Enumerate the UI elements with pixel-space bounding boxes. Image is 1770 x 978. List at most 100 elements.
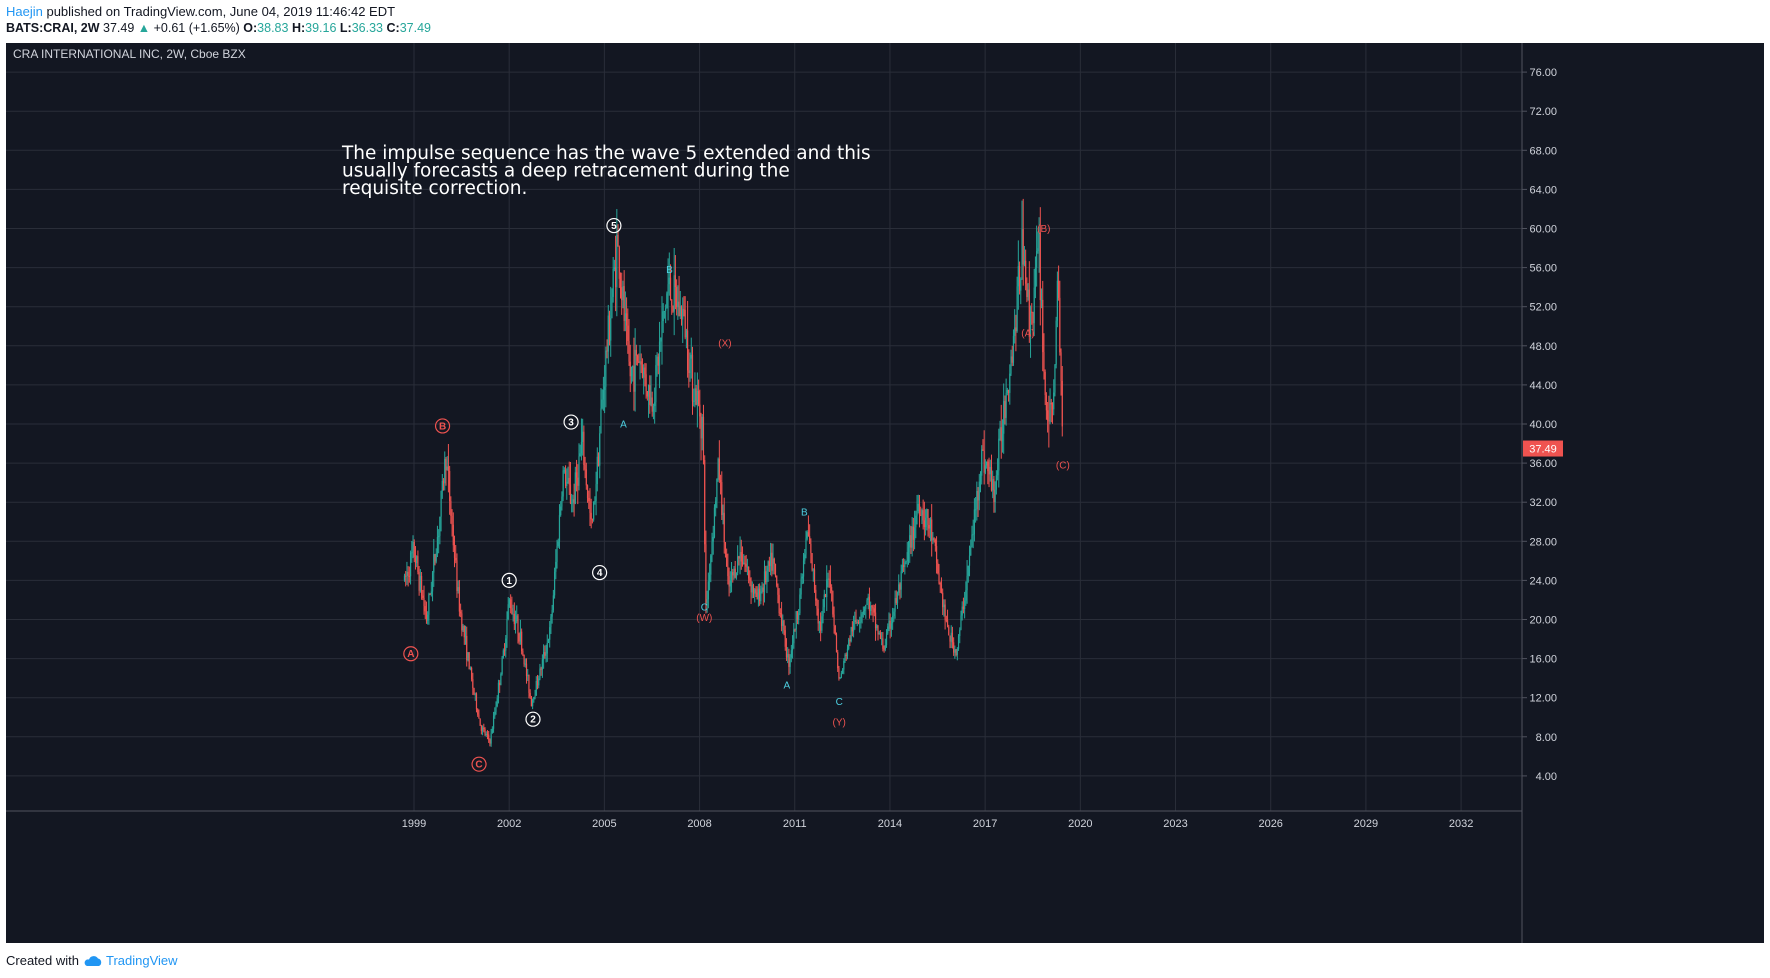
candle-body xyxy=(1016,286,1018,332)
candle-body xyxy=(768,561,770,567)
chart-panel[interactable]: A B C 1 2 3 4 5 A B C (W) (X) A B C (Y) (B) (A) (C) 76.00 72… xyxy=(6,43,1764,943)
candle-body xyxy=(759,588,761,602)
candle-body xyxy=(574,472,576,504)
candle-body xyxy=(885,633,888,645)
candle-body xyxy=(813,569,816,590)
candle-body xyxy=(455,557,457,561)
candle-body xyxy=(1036,251,1038,268)
candle-body xyxy=(860,616,862,623)
candle-body xyxy=(535,680,537,696)
candle-body xyxy=(776,575,778,586)
candle-body xyxy=(636,355,639,362)
candle-body xyxy=(954,649,956,653)
candle-body xyxy=(607,315,609,352)
candle-body xyxy=(995,475,997,490)
candle-body xyxy=(1060,352,1062,381)
candle-body xyxy=(427,614,429,621)
candle-body xyxy=(534,695,536,697)
candle-body xyxy=(613,267,615,270)
candle-body xyxy=(738,556,740,559)
candle-body xyxy=(543,652,545,660)
candle-body xyxy=(1007,389,1010,393)
candle-body xyxy=(890,623,893,629)
author-link[interactable]: Haejin xyxy=(6,4,43,19)
candle-body xyxy=(494,711,496,717)
candle-body xyxy=(909,535,911,548)
candle-body xyxy=(934,539,936,547)
tradingview-logo[interactable]: TradingView xyxy=(83,953,178,968)
candle-body xyxy=(563,470,565,472)
candle-body xyxy=(843,661,845,670)
candle-body xyxy=(779,613,781,615)
candle-body xyxy=(539,668,541,679)
open-value: 38.83 xyxy=(257,21,289,35)
annotation-line: usually forecasts a deep retracement dur… xyxy=(342,161,790,182)
candle-body xyxy=(533,696,535,700)
candle-body xyxy=(871,605,873,608)
candle-body xyxy=(456,560,458,592)
candle-body xyxy=(594,501,596,503)
candle-body xyxy=(956,648,958,656)
candle-body xyxy=(946,620,949,627)
candle-body xyxy=(892,615,894,624)
candle-body xyxy=(981,449,983,476)
tradingview-brand[interactable]: TradingView xyxy=(105,953,178,968)
x-tick-label: 2032 xyxy=(1449,818,1473,830)
x-tick-label: 2002 xyxy=(497,818,521,830)
wave-label: 1 xyxy=(506,576,512,587)
candle-body xyxy=(545,653,547,656)
high-value: 39.16 xyxy=(305,21,337,35)
candle-body xyxy=(646,391,648,397)
candle-body xyxy=(449,471,451,502)
candle-body xyxy=(530,696,533,707)
candle-body xyxy=(841,669,844,674)
candle-body xyxy=(685,330,687,338)
candle-body xyxy=(413,541,415,558)
candle-body xyxy=(749,578,751,581)
low-label: L: xyxy=(339,21,352,35)
candle-body xyxy=(921,510,923,516)
candle-body xyxy=(971,534,973,547)
candle-body xyxy=(835,634,838,653)
candle-body xyxy=(912,526,914,540)
y-tick-label: 76.00 xyxy=(1529,67,1557,79)
candle-body xyxy=(440,490,442,517)
candle-body xyxy=(713,507,716,537)
candle-body xyxy=(540,668,542,670)
wave-label: (B) xyxy=(1037,224,1050,235)
candle-body xyxy=(882,638,884,649)
candle-body xyxy=(884,644,886,650)
x-tick-label: 2008 xyxy=(687,818,711,830)
candle-body xyxy=(911,526,913,548)
candle-body xyxy=(976,491,978,510)
candle-body xyxy=(481,727,484,731)
candle-body xyxy=(473,688,475,694)
candle-body xyxy=(889,620,891,629)
candle-body xyxy=(616,234,618,288)
candle-body xyxy=(983,450,985,473)
axes[interactable]: 76.0072.0068.0064.0060.0056.0052.0048.00… xyxy=(402,67,1563,830)
candle-body xyxy=(972,534,974,536)
wave-label-circle xyxy=(606,217,622,234)
candle-body xyxy=(878,632,880,635)
x-tick-label: 2017 xyxy=(973,818,997,830)
wave-label: 2 xyxy=(530,715,536,726)
candle-body xyxy=(1005,392,1007,418)
candle-body xyxy=(901,565,903,572)
candle-body xyxy=(850,627,852,642)
candle-body xyxy=(917,503,919,512)
candle-body xyxy=(990,466,993,491)
candle-body xyxy=(405,575,407,577)
footer: Created with TradingView xyxy=(6,953,178,968)
y-tick-label: 56.00 xyxy=(1529,263,1557,275)
candle-body xyxy=(856,622,858,624)
candle-body xyxy=(532,699,534,707)
candle-body xyxy=(654,402,656,406)
candle-body xyxy=(606,350,608,352)
y-tick-label: 20.00 xyxy=(1529,615,1557,627)
candle-body xyxy=(684,309,686,338)
candle-body xyxy=(514,621,517,625)
high-label: H: xyxy=(291,21,306,35)
candle-body xyxy=(975,509,977,511)
